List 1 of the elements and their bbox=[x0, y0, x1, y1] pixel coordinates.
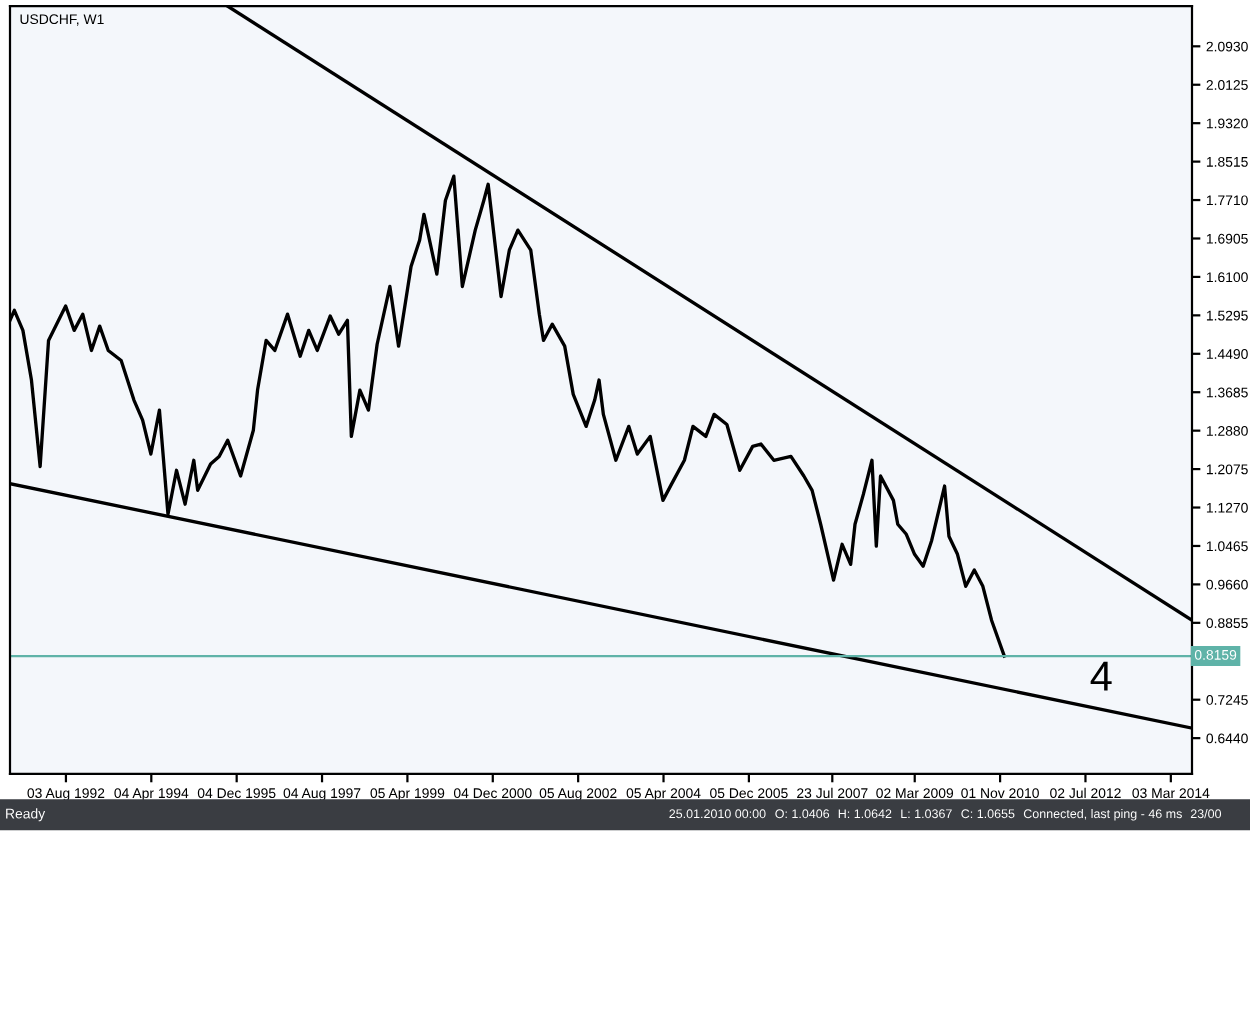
annotation: 4 bbox=[1090, 661, 1112, 691]
